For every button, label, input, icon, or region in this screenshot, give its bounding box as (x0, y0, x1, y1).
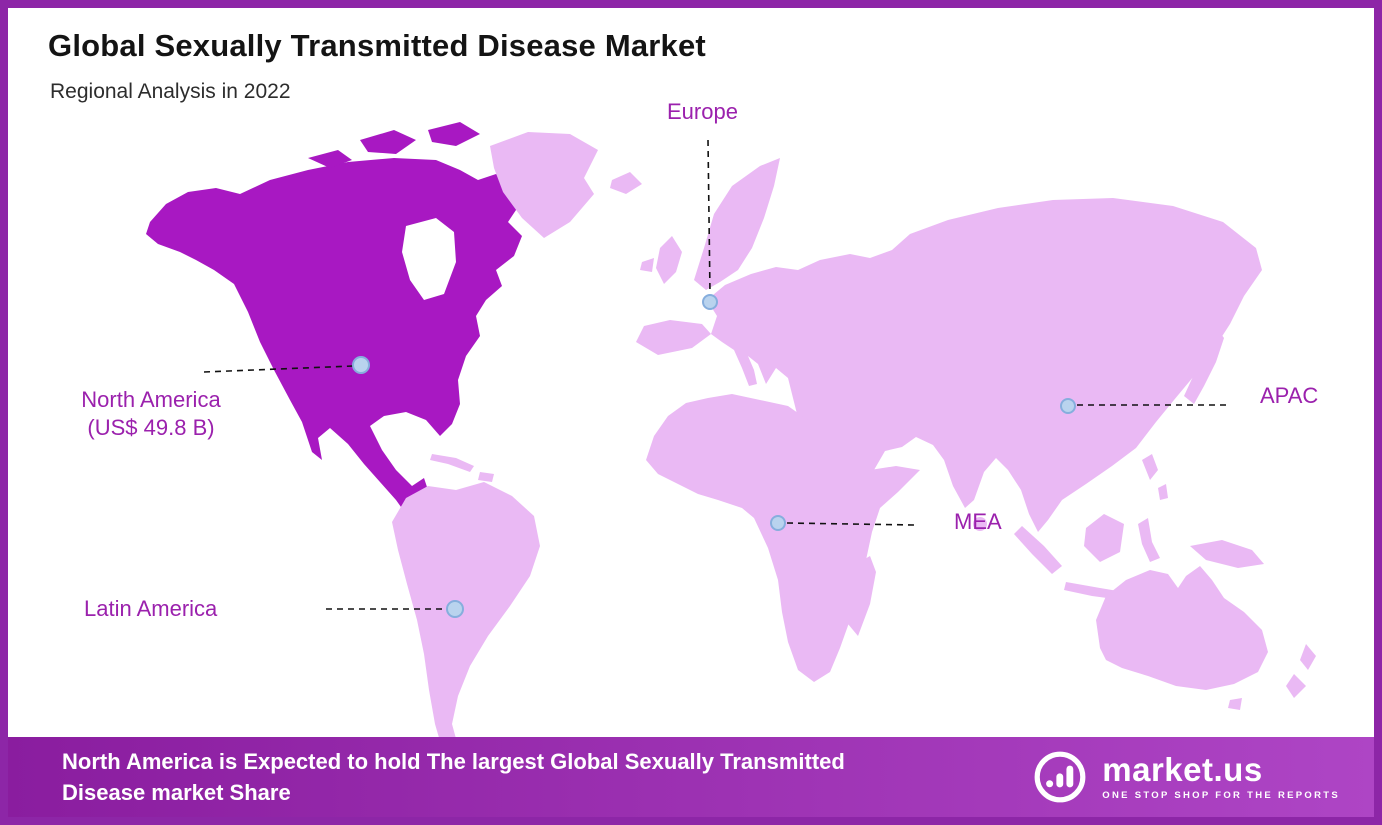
region-scandinavia-shape (694, 158, 780, 290)
region-borneo-shape (1084, 514, 1124, 562)
brand-text: market.us ONE STOP SHOP FOR THE REPORTS (1102, 751, 1340, 802)
europe-label: Europe (667, 99, 738, 124)
region-eurasia-shape (636, 198, 1262, 532)
region-sri-lanka-shape (973, 517, 987, 531)
brand-name: market.us (1102, 751, 1263, 788)
europe-marker (702, 294, 718, 310)
region-greenland-shape (490, 132, 598, 238)
region-sumatra-shape (1014, 526, 1062, 574)
region-hispaniola-shape (478, 472, 494, 482)
mea-marker (770, 515, 786, 531)
latin-america-label: Latin America (84, 596, 218, 621)
region-madagascar-shape (848, 556, 876, 636)
region-new-zealand-shape-1 (1300, 644, 1316, 670)
world-map (146, 122, 1316, 748)
footer-banner: North America is Expected to hold The la… (8, 737, 1374, 817)
region-australia-shape (1096, 566, 1268, 690)
footer-note: North America is Expected to hold The la… (62, 749, 845, 805)
region-new-zealand-shape-2 (1286, 674, 1306, 698)
region-iceland-shape (610, 172, 642, 194)
region-north-america-shape (146, 158, 522, 526)
latin-america-marker (446, 600, 464, 618)
brand-tagline: ONE STOP SHOP FOR THE REPORTS (1102, 790, 1340, 801)
north-america-label: North America (US$ 49.8 B) (36, 386, 266, 442)
market-us-logo-icon (1034, 751, 1086, 803)
region-philippines-shape-2 (1158, 484, 1168, 500)
north-america-label-name: North America (81, 387, 221, 412)
arctic-island-2 (428, 122, 480, 146)
north-america-marker (352, 356, 370, 374)
region-sulawesi-shape (1138, 518, 1160, 562)
region-cuba-shape (430, 454, 474, 472)
region-philippines-shape-1 (1142, 454, 1158, 480)
page-title: Global Sexually Transmitted Disease Mark… (48, 28, 706, 63)
apac-marker (1060, 398, 1076, 414)
north-america-label-value: (US$ 49.8 B) (87, 415, 215, 440)
arctic-island-1 (360, 130, 416, 154)
page-subtitle: Regional Analysis in 2022 (50, 80, 291, 103)
region-new-guinea-shape (1190, 540, 1264, 568)
arctic-island-3 (308, 150, 352, 168)
apac-label: APAC (1260, 383, 1319, 408)
mea-label: MEA (954, 509, 1002, 534)
region-tasmania-shape (1228, 698, 1242, 710)
region-japan-shape (1184, 324, 1224, 404)
region-south-america-shape (392, 482, 540, 748)
north-america-leader-line (203, 365, 354, 373)
europe-leader-line (707, 139, 711, 295)
region-ireland-shape (640, 258, 654, 272)
region-uk-shape (656, 236, 682, 284)
brand-block: market.us ONE STOP SHOP FOR THE REPORTS (1032, 749, 1340, 805)
